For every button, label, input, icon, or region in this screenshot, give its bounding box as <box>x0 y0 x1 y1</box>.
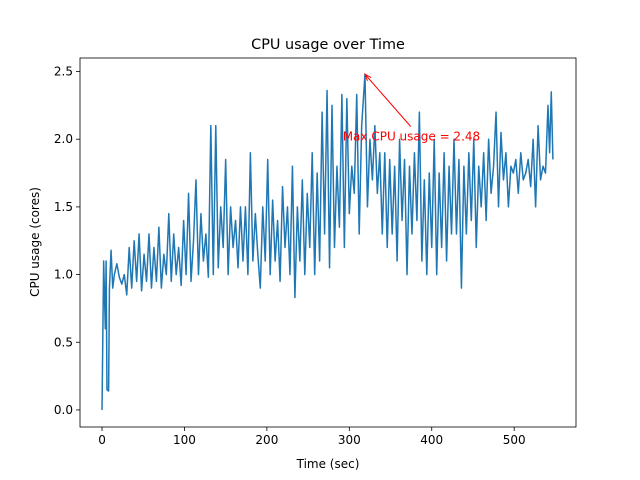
y-tick-label: 0.0 <box>54 403 73 417</box>
chart-title: CPU usage over Time <box>251 37 405 53</box>
y-axis-label: CPU usage (cores) <box>28 187 42 297</box>
plot-frame <box>79 57 577 428</box>
data-line <box>101 73 554 410</box>
y-tick-label: 2.5 <box>54 65 73 79</box>
annotation-arrowhead <box>364 73 372 81</box>
annotation-arrow <box>364 73 412 127</box>
x-tick-label: 500 <box>503 433 526 447</box>
x-tick-label: 300 <box>338 433 361 447</box>
annotation-text: Max CPU usage = 2.48 <box>343 130 480 144</box>
x-axis-label: Time (sec) <box>296 457 360 471</box>
x-tick-label: 200 <box>255 433 278 447</box>
x-tick-label: 100 <box>173 433 196 447</box>
y-tick-label: 1.0 <box>54 268 73 282</box>
y-tick-label: 1.5 <box>54 200 73 214</box>
y-tick-label: 0.5 <box>54 335 73 349</box>
x-tick-label: 400 <box>420 433 443 447</box>
x-tick-label: 0 <box>98 433 106 447</box>
y-tick-label: 2.0 <box>54 132 73 146</box>
